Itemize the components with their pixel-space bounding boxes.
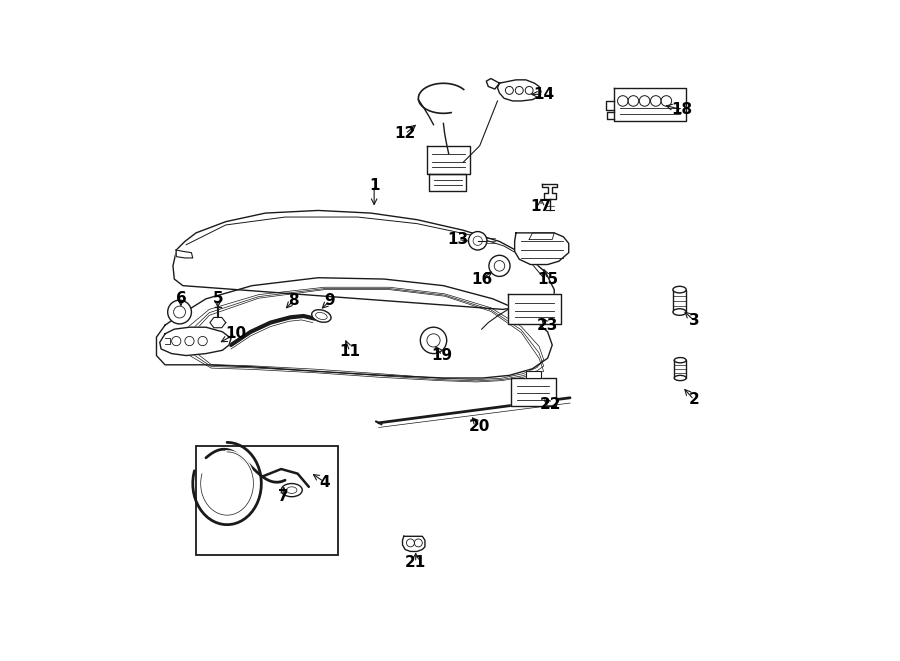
Polygon shape xyxy=(157,278,553,378)
Polygon shape xyxy=(176,250,193,258)
Text: 14: 14 xyxy=(533,87,554,102)
Polygon shape xyxy=(614,88,686,121)
Ellipse shape xyxy=(673,286,686,293)
Polygon shape xyxy=(160,327,231,356)
Text: 1: 1 xyxy=(369,178,380,193)
Ellipse shape xyxy=(674,375,686,381)
Polygon shape xyxy=(508,294,561,324)
Text: 5: 5 xyxy=(212,292,223,306)
Text: 13: 13 xyxy=(447,232,469,247)
Text: 23: 23 xyxy=(537,318,558,332)
Circle shape xyxy=(489,255,510,276)
Circle shape xyxy=(420,327,446,354)
Polygon shape xyxy=(498,80,541,101)
Polygon shape xyxy=(210,317,226,328)
Text: 15: 15 xyxy=(537,272,558,287)
Text: 19: 19 xyxy=(431,348,453,363)
Polygon shape xyxy=(510,378,555,407)
Text: 12: 12 xyxy=(394,126,416,141)
Text: 3: 3 xyxy=(688,313,699,328)
Polygon shape xyxy=(402,536,425,551)
Bar xyxy=(196,446,338,555)
Text: 7: 7 xyxy=(278,489,289,504)
Circle shape xyxy=(469,231,487,250)
Text: 17: 17 xyxy=(530,199,552,214)
Text: 8: 8 xyxy=(288,293,298,308)
Polygon shape xyxy=(526,371,541,378)
Polygon shape xyxy=(674,360,686,378)
Text: 20: 20 xyxy=(469,418,491,434)
Text: 10: 10 xyxy=(225,327,247,341)
Polygon shape xyxy=(429,174,466,190)
Circle shape xyxy=(167,300,192,324)
Polygon shape xyxy=(543,184,557,198)
Polygon shape xyxy=(673,290,686,312)
Polygon shape xyxy=(427,146,470,174)
Ellipse shape xyxy=(281,484,302,496)
Text: 21: 21 xyxy=(405,555,427,570)
Ellipse shape xyxy=(674,358,686,363)
Text: 11: 11 xyxy=(339,344,360,359)
Polygon shape xyxy=(515,233,569,264)
Text: 16: 16 xyxy=(471,272,492,287)
Text: 2: 2 xyxy=(688,392,699,407)
Text: 9: 9 xyxy=(325,293,336,308)
Polygon shape xyxy=(173,210,554,309)
Ellipse shape xyxy=(311,310,331,323)
Text: 18: 18 xyxy=(671,102,693,117)
Text: 4: 4 xyxy=(320,475,330,490)
Text: 6: 6 xyxy=(176,292,186,306)
Ellipse shape xyxy=(673,309,686,315)
Text: 22: 22 xyxy=(539,397,561,412)
